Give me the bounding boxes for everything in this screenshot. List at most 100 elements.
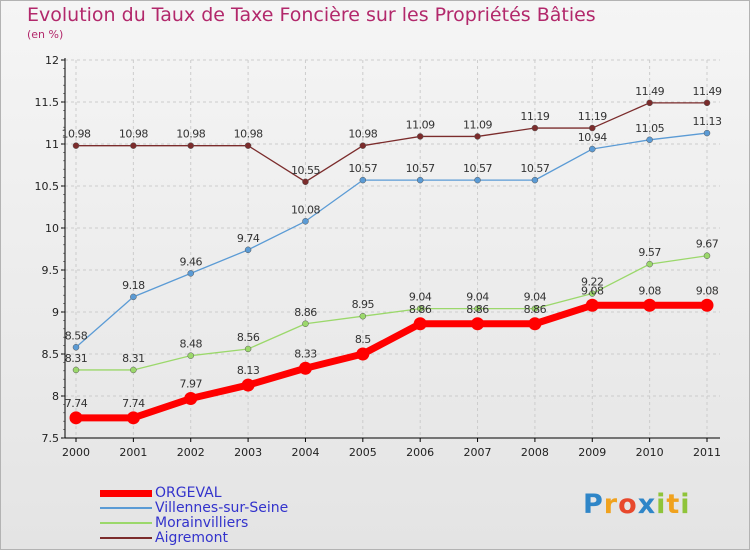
data-label: 9.46 (179, 255, 202, 268)
data-label: 11.19 (520, 110, 549, 123)
data-label: 10.57 (463, 162, 492, 175)
data-label: 8.13 (237, 364, 260, 377)
data-point (184, 392, 198, 406)
data-point (359, 142, 367, 149)
proxiti-logo[interactable]: Proxiti (583, 489, 691, 520)
data-point (531, 305, 539, 312)
data-point (413, 317, 427, 331)
data-point (187, 352, 194, 359)
x-tick-label: 2007 (464, 446, 492, 459)
data-point (72, 344, 80, 351)
data-point (69, 411, 83, 425)
y-tick-label: 9 (52, 306, 59, 319)
data-point (589, 290, 596, 297)
data-point (703, 252, 711, 259)
data-label: 8.86 (466, 303, 489, 316)
data-point (589, 145, 596, 153)
legend-label: ORGEVAL (155, 485, 222, 501)
legend-label: Aigremont (155, 530, 228, 546)
data-point (130, 142, 137, 149)
data-label: 9.04 (409, 291, 432, 304)
legend-label: Villennes-sur-Seine (155, 500, 289, 516)
series-line-0 (76, 301, 707, 422)
chart-subtitle: (en %) (27, 28, 64, 41)
data-point (244, 246, 252, 254)
data-label: 8.86 (294, 306, 317, 319)
data-label: 10.57 (520, 162, 549, 175)
y-tick-label: 8.5 (42, 348, 60, 361)
data-label: 10.08 (291, 203, 320, 216)
data-point (474, 176, 481, 184)
data-label: 9.18 (122, 279, 145, 292)
data-label: 10.98 (62, 128, 91, 141)
legend-swatch (100, 537, 152, 539)
x-tick-label: 2009 (578, 446, 606, 459)
y-tick-label: 11 (45, 138, 59, 151)
data-label: 8.31 (122, 352, 145, 365)
x-tick-label: 2004 (291, 446, 319, 459)
data-point (72, 366, 80, 374)
x-tick-label: 2010 (636, 446, 664, 459)
data-point (646, 99, 653, 107)
data-point (531, 124, 539, 132)
y-tick-label: 9.5 (42, 264, 60, 277)
y-tick-label: 10 (45, 222, 59, 235)
logo-letter: o (618, 489, 638, 520)
data-point (531, 176, 539, 184)
data-label: 9.04 (466, 291, 489, 304)
x-tick-label: 2005 (349, 446, 377, 459)
data-point (646, 260, 653, 268)
data-point (589, 124, 596, 132)
data-label: 9.08 (696, 284, 719, 297)
legend-swatch (100, 490, 152, 497)
x-tick-label: 2001 (119, 446, 147, 459)
data-label: 8.58 (65, 329, 88, 342)
x-tick-label: 2006 (406, 446, 434, 459)
data-point (72, 142, 80, 149)
data-label: 9.08 (638, 284, 661, 297)
data-label: 7.74 (122, 397, 145, 410)
data-point (356, 347, 370, 361)
data-label: 10.98 (119, 128, 148, 141)
data-point (359, 312, 367, 320)
data-point (703, 129, 711, 137)
data-point (474, 133, 481, 140)
y-tick-label: 8 (52, 390, 59, 403)
data-label: 9.67 (696, 238, 719, 251)
legend-label: Morainvilliers (155, 515, 249, 531)
data-label: 8.86 (409, 303, 432, 316)
x-tick-label: 2011 (693, 446, 721, 459)
data-label: 8.48 (179, 338, 202, 351)
data-point (187, 142, 194, 149)
logo-letter: t (666, 489, 681, 520)
data-label: 10.98 (234, 128, 263, 141)
data-label: 10.55 (291, 164, 320, 177)
data-label: 9.04 (524, 291, 547, 304)
data-point (244, 142, 252, 149)
logo-letter: i (680, 489, 691, 520)
y-tick-label: 10.5 (35, 180, 60, 193)
data-point (643, 298, 657, 312)
logo-letter: i (656, 489, 667, 520)
data-label: 11.19 (578, 110, 607, 123)
data-label: 11.09 (463, 118, 492, 131)
data-point (474, 305, 481, 312)
logo-letter: x (637, 489, 657, 520)
data-point (241, 378, 255, 392)
legend-swatch (100, 507, 152, 509)
series-line-3 (76, 102, 707, 183)
data-point (528, 317, 542, 331)
y-tick-label: 11.5 (35, 96, 60, 109)
y-tick-label: 12 (45, 54, 59, 67)
data-label: 10.57 (348, 162, 377, 175)
data-point (416, 305, 424, 312)
data-point (471, 317, 485, 331)
logo-letter: P (583, 489, 604, 520)
data-label: 10.98 (176, 128, 205, 141)
data-label: 9.57 (638, 246, 661, 259)
logo-letter: r (603, 489, 619, 520)
data-label: 9.74 (237, 232, 260, 245)
data-label: 8.5 (355, 333, 371, 346)
